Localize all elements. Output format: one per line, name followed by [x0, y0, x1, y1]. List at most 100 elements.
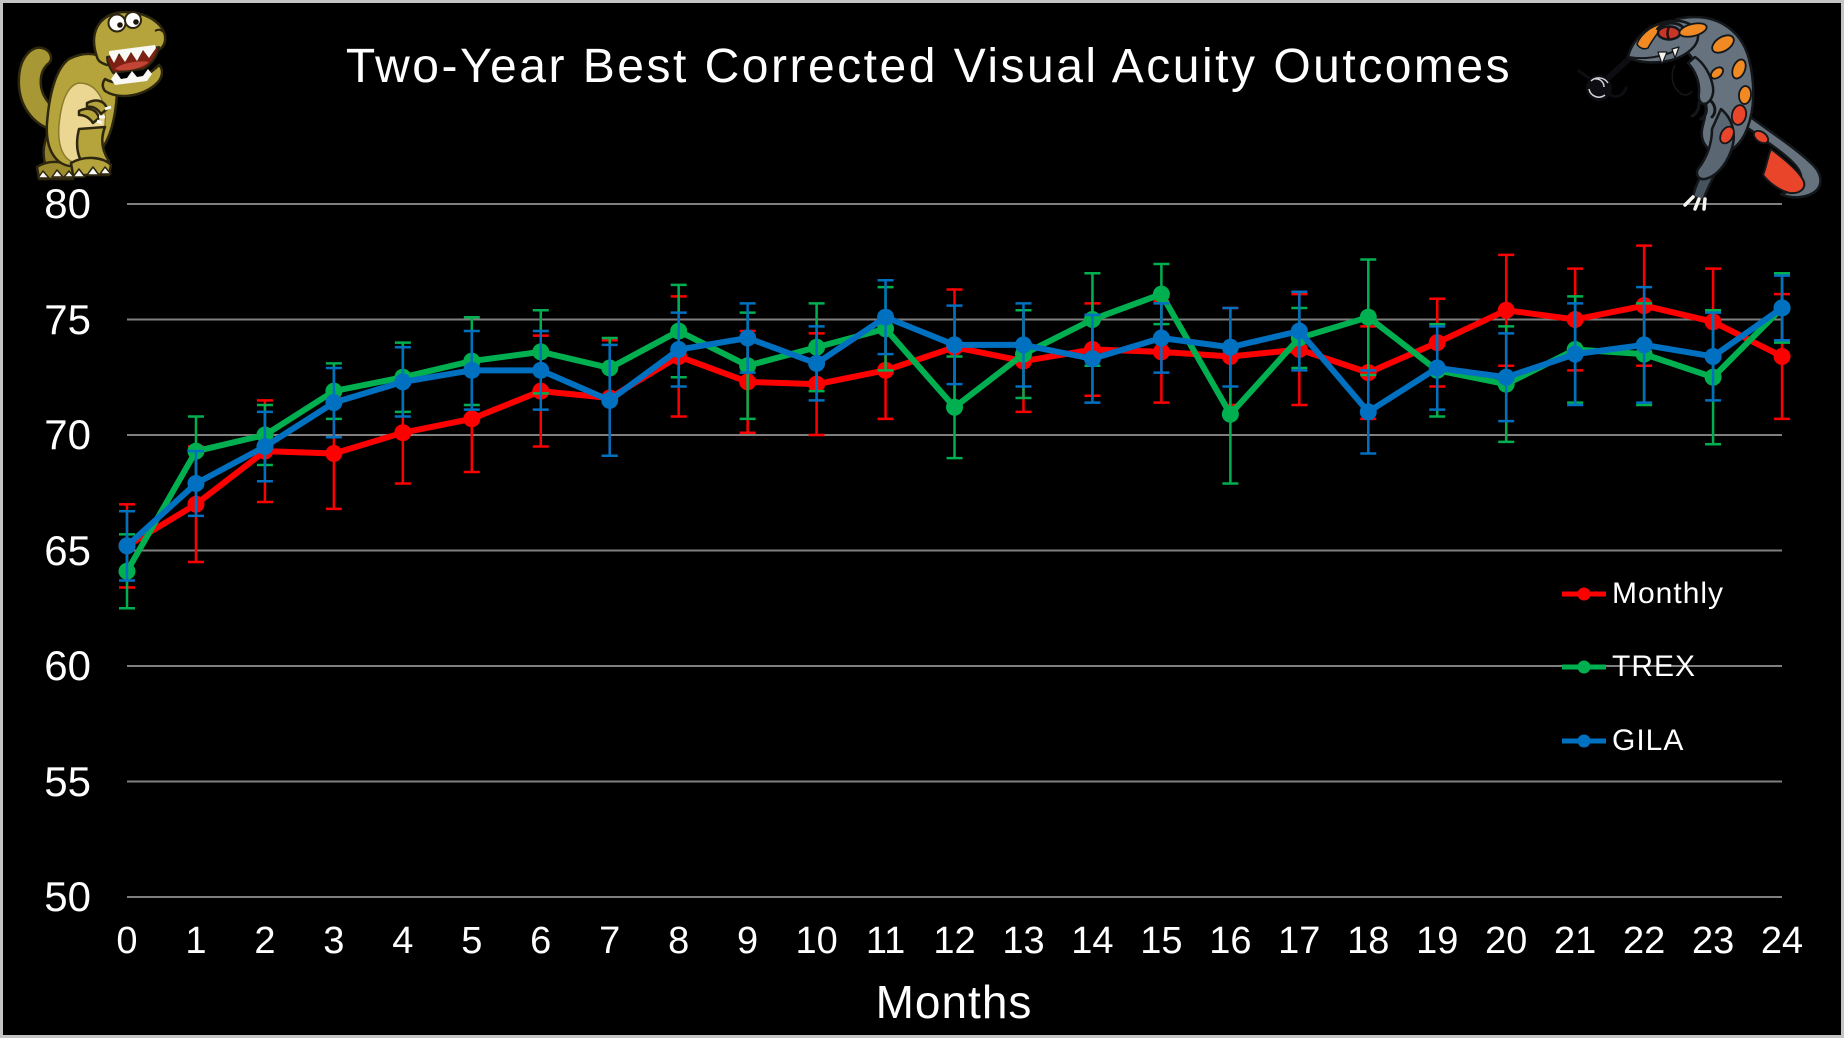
legend-marker-trex	[1562, 660, 1606, 674]
data-point	[256, 438, 274, 456]
trex-eye-right	[124, 11, 142, 29]
legend-label-monthly: Monthly	[1612, 577, 1725, 610]
data-point	[394, 424, 412, 442]
data-point	[1359, 308, 1377, 326]
x-tick-label: 9	[737, 920, 759, 962]
trex-tongue	[115, 61, 149, 71]
gila-eye-slit	[1666, 26, 1671, 40]
x-tick-label: 14	[1071, 920, 1114, 962]
trex-lower-teeth	[111, 69, 152, 85]
data-point	[1497, 301, 1515, 319]
x-tick-label: 6	[530, 920, 552, 962]
x-tick-label: 1	[185, 920, 207, 962]
data-point	[1635, 336, 1653, 354]
y-tick-label: 65	[44, 526, 91, 574]
gila-rear-thigh	[1695, 107, 1735, 181]
data-point	[1566, 345, 1584, 363]
data-point	[463, 410, 481, 428]
gila-front-claws	[1690, 99, 1717, 121]
y-tick-label: 75	[44, 295, 91, 343]
y-tick-label: 60	[44, 642, 91, 689]
gila-sketch-foreleg	[1671, 64, 1693, 96]
gila-tongue-coil-lines	[1588, 77, 1609, 98]
y-tick-label: 55	[44, 757, 91, 805]
data-point	[325, 394, 343, 412]
legend-item-monthly: Monthly	[1561, 577, 1724, 611]
x-tick-label: 3	[323, 920, 345, 962]
data-point	[1704, 347, 1722, 365]
gila-tongue-fork	[1577, 69, 1628, 98]
data-point	[670, 341, 688, 359]
data-point	[808, 354, 826, 372]
x-tick-label: 24	[1760, 920, 1804, 962]
x-tick-label: 17	[1278, 920, 1321, 962]
trex-arm-left	[85, 99, 109, 116]
x-tick-label: 12	[933, 920, 976, 962]
trex-image	[17, 10, 167, 181]
y-tick-label: 50	[44, 873, 91, 920]
trex-pupil-left	[117, 22, 123, 28]
series-gila	[118, 274, 1791, 582]
x-tick-label: 18	[1347, 920, 1390, 962]
data-point	[1152, 329, 1170, 347]
data-point	[394, 373, 412, 391]
x-tick-label: 16	[1209, 920, 1252, 962]
legend-marker-gila	[1562, 734, 1606, 748]
x-tick-label: 2	[254, 920, 276, 962]
data-point	[1014, 336, 1032, 354]
data-point	[1221, 405, 1239, 423]
x-tick-label: 20	[1485, 920, 1528, 962]
acuity-line-chart	[118, 203, 1791, 898]
data-point	[1152, 285, 1170, 303]
x-tick-label: 15	[1140, 920, 1183, 962]
trex-nostril	[154, 28, 164, 33]
data-point	[187, 475, 205, 493]
data-point	[325, 444, 343, 462]
x-tick-label: 10	[795, 920, 838, 962]
legend-item-gila: GILA	[1561, 724, 1684, 758]
gila-rear-claws	[1683, 195, 1707, 211]
x-tick-label: 21	[1554, 920, 1597, 962]
y-tick-label: 70	[44, 411, 91, 458]
x-tick-label: 8	[668, 920, 690, 962]
gila-fangs	[1657, 46, 1680, 65]
data-point	[1497, 368, 1515, 386]
gila-red-patches	[1719, 104, 1770, 145]
trex-upper-teeth	[109, 45, 156, 63]
x-tick-label: 0	[116, 920, 138, 962]
data-point	[946, 398, 964, 416]
y-tick-label: 80	[44, 180, 91, 227]
trex-arm-right	[77, 107, 101, 125]
data-point	[946, 336, 964, 354]
gila-eye-lid	[1655, 21, 1686, 31]
gila-tail-red	[1762, 148, 1806, 195]
gila-image	[1577, 15, 1822, 211]
x-tick-label: 4	[392, 920, 414, 962]
x-tick-label: 22	[1622, 920, 1666, 962]
trex-foot-claws-far	[37, 169, 75, 179]
data-point	[463, 361, 481, 379]
trex-eye-left	[107, 13, 127, 33]
x-tick-label: 19	[1416, 920, 1459, 962]
chart-title: Two-Year Best Corrected Visual Acuity Ou…	[345, 40, 1513, 93]
legend-marker-monthly	[1562, 587, 1606, 601]
data-point	[118, 537, 136, 555]
trex-claws	[96, 105, 112, 125]
data-point	[1773, 299, 1791, 317]
data-point	[601, 391, 619, 409]
gila-orange-patches	[1678, 22, 1752, 105]
data-point	[532, 361, 550, 379]
data-point	[739, 329, 757, 347]
data-point	[877, 308, 895, 326]
data-point	[1221, 338, 1239, 356]
x-tick-label: 7	[599, 920, 621, 962]
trex-foot-claws-near	[72, 166, 112, 178]
data-point	[1290, 322, 1308, 340]
x-tick-label: 13	[1002, 920, 1045, 962]
x-tick-label: 11	[865, 920, 906, 962]
data-point	[1359, 403, 1377, 421]
x-axis-title: Months	[875, 976, 1033, 1028]
x-tick-label: 23	[1691, 920, 1735, 962]
data-point	[1428, 359, 1446, 377]
